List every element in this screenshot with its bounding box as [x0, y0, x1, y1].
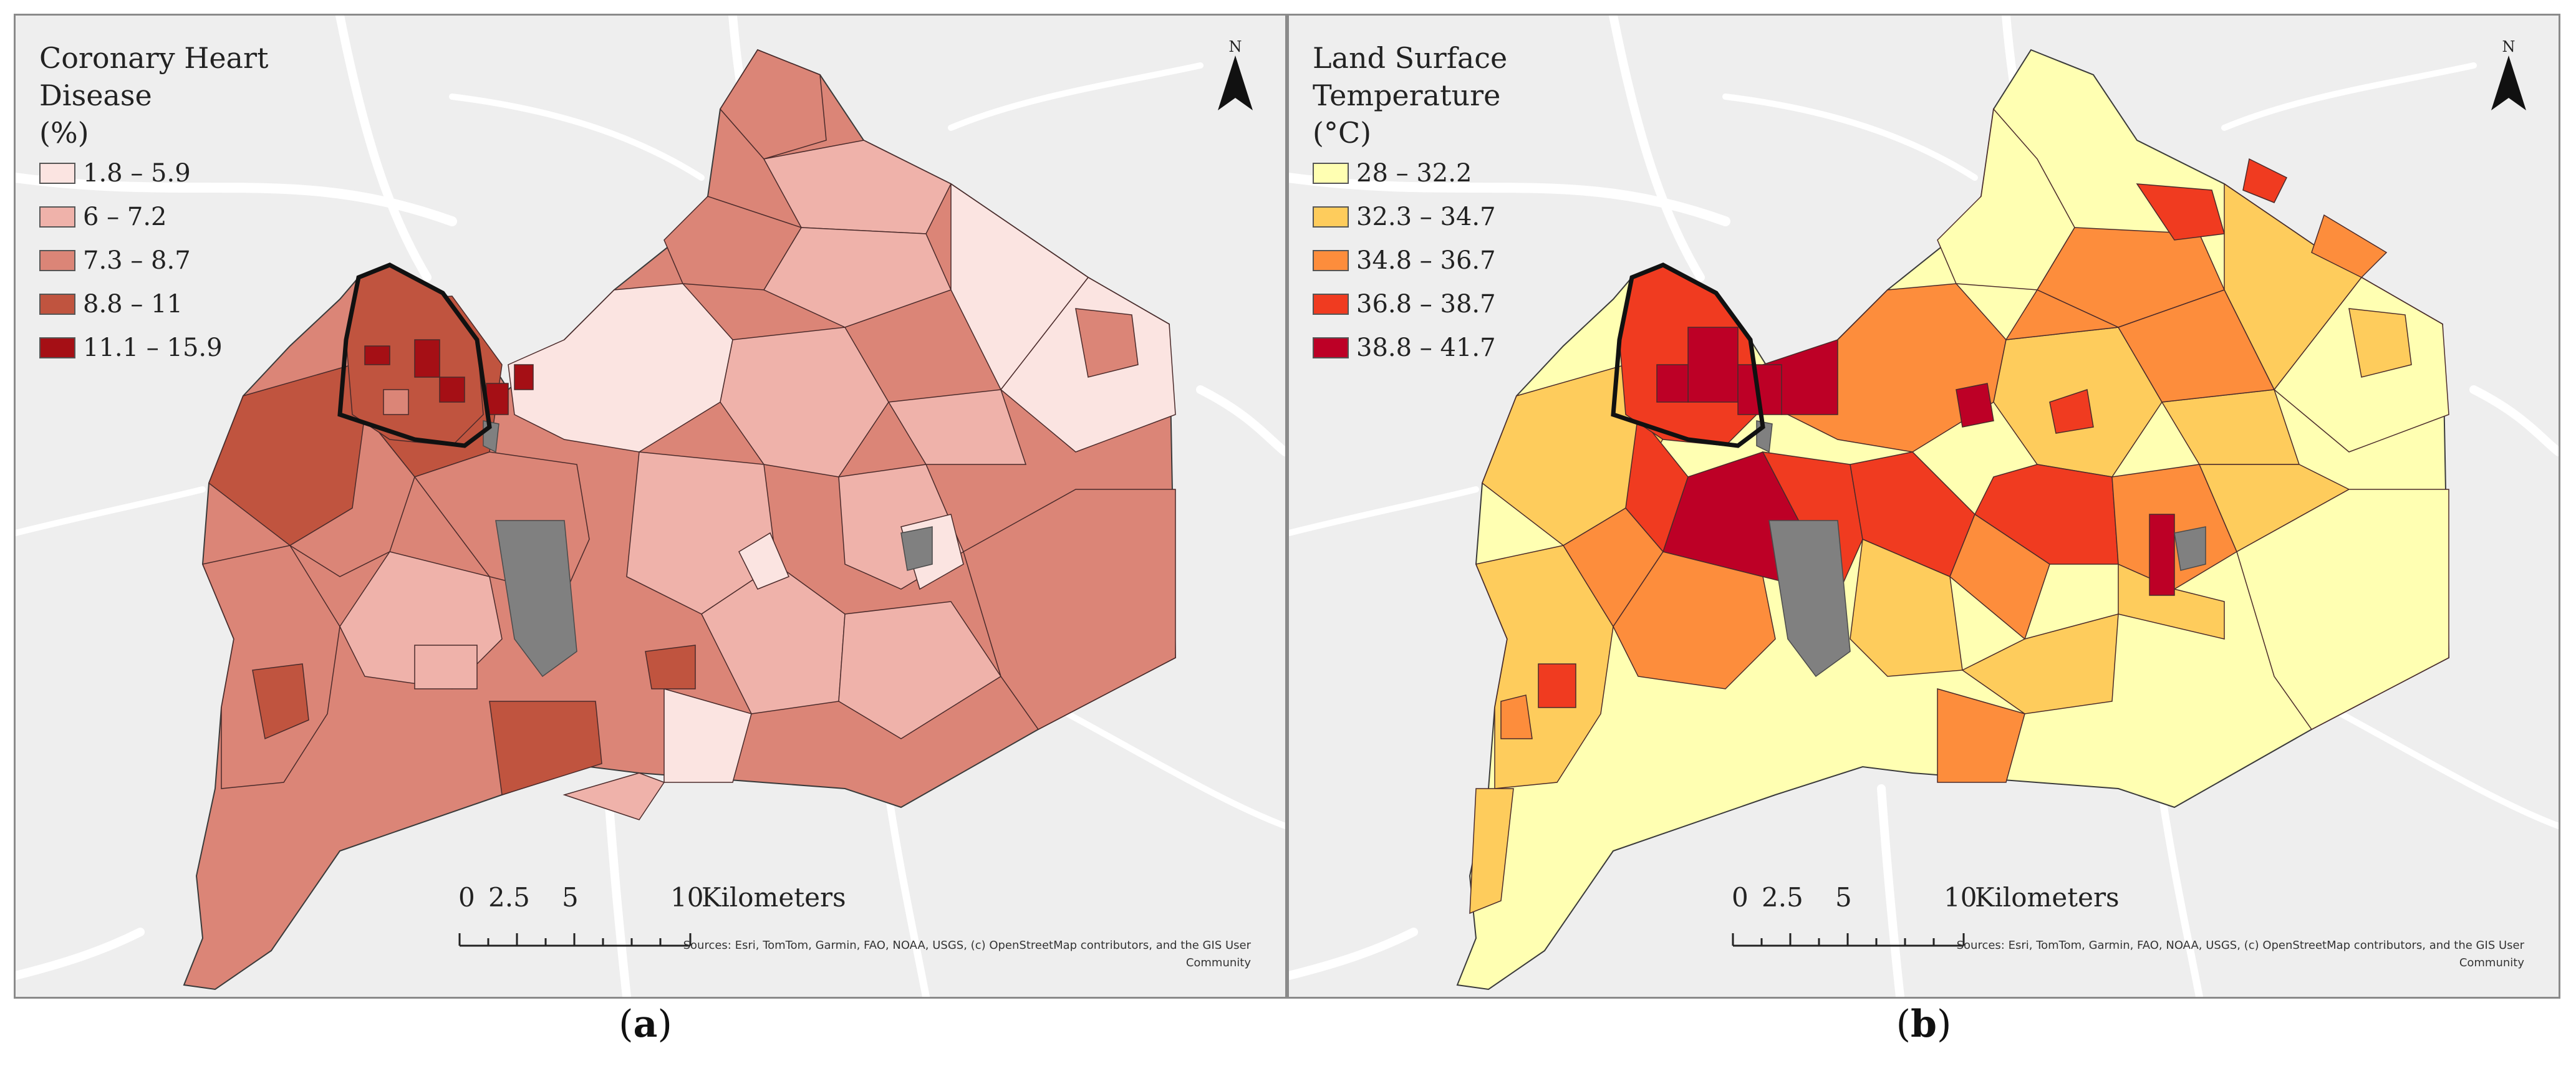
legend-swatch	[39, 250, 75, 271]
attribution-line: Community	[2459, 956, 2524, 969]
legend-label: 36.8 – 38.7	[1356, 290, 1496, 319]
legend-swatch	[1313, 250, 1349, 271]
legend-item: 28 – 32.2	[1313, 151, 1662, 195]
legend-item: 34.8 – 36.7	[1313, 239, 1662, 282]
north-arrow-icon	[1218, 55, 1253, 110]
attribution-line: Sources: Esri, TomTom, Garmin, FAO, NOAA…	[1956, 939, 2524, 952]
basemap-roads	[16, 16, 1285, 997]
scale-label: 2.5	[488, 882, 530, 913]
legend-label: 7.3 – 8.7	[83, 246, 191, 275]
map-panel-coronary-heart-disease: Coronary Heart Disease (%) 1.8 – 5.9 6 –…	[14, 14, 1287, 999]
scale-label: 5	[1835, 882, 1852, 913]
attribution: Sources: Esri, TomTom, Garmin, FAO, NOAA…	[1901, 937, 2524, 972]
legend-swatch	[1313, 294, 1349, 315]
legend-label: 1.8 – 5.9	[83, 159, 191, 188]
attribution: Sources: Esri, TomTom, Garmin, FAO, NOAA…	[627, 937, 1251, 972]
basemap-roads	[1289, 16, 2559, 997]
legend-item: 7.3 – 8.7	[39, 239, 388, 282]
downtown-tracts-b	[1619, 264, 1782, 446]
legend-swatch	[1313, 163, 1349, 184]
legend-b: Land Surface Temperature (°C) 28 – 32.2 …	[1313, 39, 1662, 370]
north-arrow: N	[1217, 38, 1254, 114]
legend-title-unit: (°C)	[1313, 116, 1372, 150]
legend-swatch	[1313, 206, 1349, 228]
caption-letter: b	[1911, 1002, 1937, 1046]
legend-swatch	[1313, 337, 1349, 358]
scale-bar: 0 2.5 5 10 Kilometers	[1732, 882, 2120, 957]
choropleth-map-b	[1289, 16, 2559, 997]
legend-item: 6 – 7.2	[39, 195, 388, 239]
choropleth-map-a	[16, 16, 1285, 997]
scale-label: 0	[458, 882, 475, 913]
caption-letter: a	[633, 1002, 658, 1046]
legend-title-unit: (%)	[39, 116, 89, 150]
attribution-line: Community	[1185, 956, 1251, 969]
scale-bar-ticks	[1732, 933, 1965, 947]
downtown-outline-a	[337, 262, 492, 448]
panel-caption-b: (b)	[1896, 1002, 1952, 1046]
north-arrow-icon	[2491, 55, 2526, 110]
legend-item: 1.8 – 5.9	[39, 151, 388, 195]
panel-caption-a: (a)	[619, 1002, 672, 1046]
legend-a: Coronary Heart Disease (%) 1.8 – 5.9 6 –…	[39, 39, 388, 370]
downtown-tracts-a	[345, 264, 534, 446]
legend-title: Land Surface Temperature	[1313, 41, 1508, 112]
legend-label: 34.8 – 36.7	[1356, 246, 1496, 275]
north-label: N	[1228, 38, 1242, 55]
legend-label: 32.3 – 34.7	[1356, 203, 1496, 231]
legend-item: 11.1 – 15.9	[39, 326, 388, 370]
legend-label: 8.8 – 11	[83, 290, 183, 319]
legend-label: 38.8 – 41.7	[1356, 334, 1496, 362]
legend-item: 8.8 – 11	[39, 282, 388, 326]
north-arrow: N	[2490, 38, 2527, 114]
scale-bar: 0 2.5 5 10 Kilometers	[458, 882, 846, 957]
scale-label: 5	[562, 882, 579, 913]
legend-swatch	[39, 206, 75, 228]
map-panel-land-surface-temperature: Land Surface Temperature (°C) 28 – 32.2 …	[1287, 14, 2560, 999]
legend-item: 32.3 – 34.7	[1313, 195, 1662, 239]
no-data-areas-a	[483, 420, 933, 678]
scale-bar-ticks	[458, 933, 692, 947]
legend-item: 36.8 – 38.7	[1313, 282, 1662, 326]
legend-swatch	[39, 337, 75, 358]
scale-label: 10	[670, 882, 704, 913]
legend-swatch	[39, 163, 75, 184]
scale-label: 10	[1944, 882, 1977, 913]
scale-label: 0	[1732, 882, 1749, 913]
scale-label: 2.5	[1762, 882, 1803, 913]
attribution-line: Sources: Esri, TomTom, Garmin, FAO, NOAA…	[683, 939, 1251, 952]
legend-label: 11.1 – 15.9	[83, 334, 223, 362]
no-data-areas-b	[1756, 420, 2206, 678]
legend-swatch	[39, 294, 75, 315]
north-label: N	[2502, 38, 2516, 55]
legend-item: 38.8 – 41.7	[1313, 326, 1662, 370]
downtown-outline-b	[1611, 262, 1765, 448]
legend-label: 28 – 32.2	[1356, 159, 1472, 188]
scale-unit: Kilometers	[702, 882, 846, 913]
legend-label: 6 – 7.2	[83, 203, 167, 231]
legend-title: Coronary Heart Disease	[39, 41, 269, 112]
scale-unit: Kilometers	[1975, 882, 2120, 913]
